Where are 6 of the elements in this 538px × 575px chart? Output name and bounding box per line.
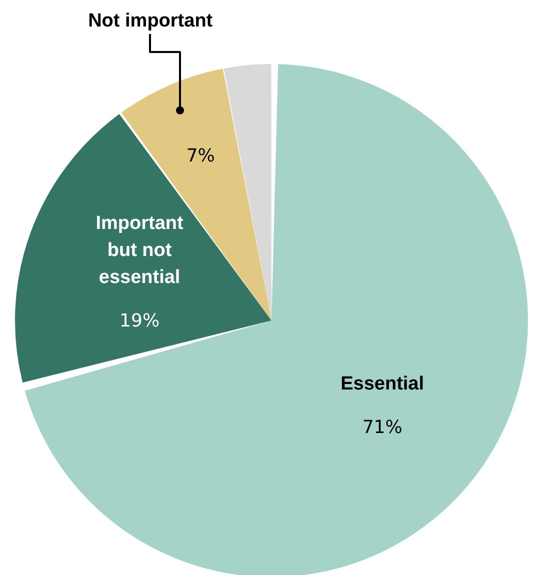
data-label: 7% — [186, 145, 215, 166]
slice-label: Not important — [88, 10, 214, 32]
slice-label: Essential — [340, 374, 424, 395]
data-label: 19% — [120, 310, 160, 332]
slice-label: Important but not essential — [96, 213, 184, 288]
data-label: 71% — [362, 417, 402, 438]
